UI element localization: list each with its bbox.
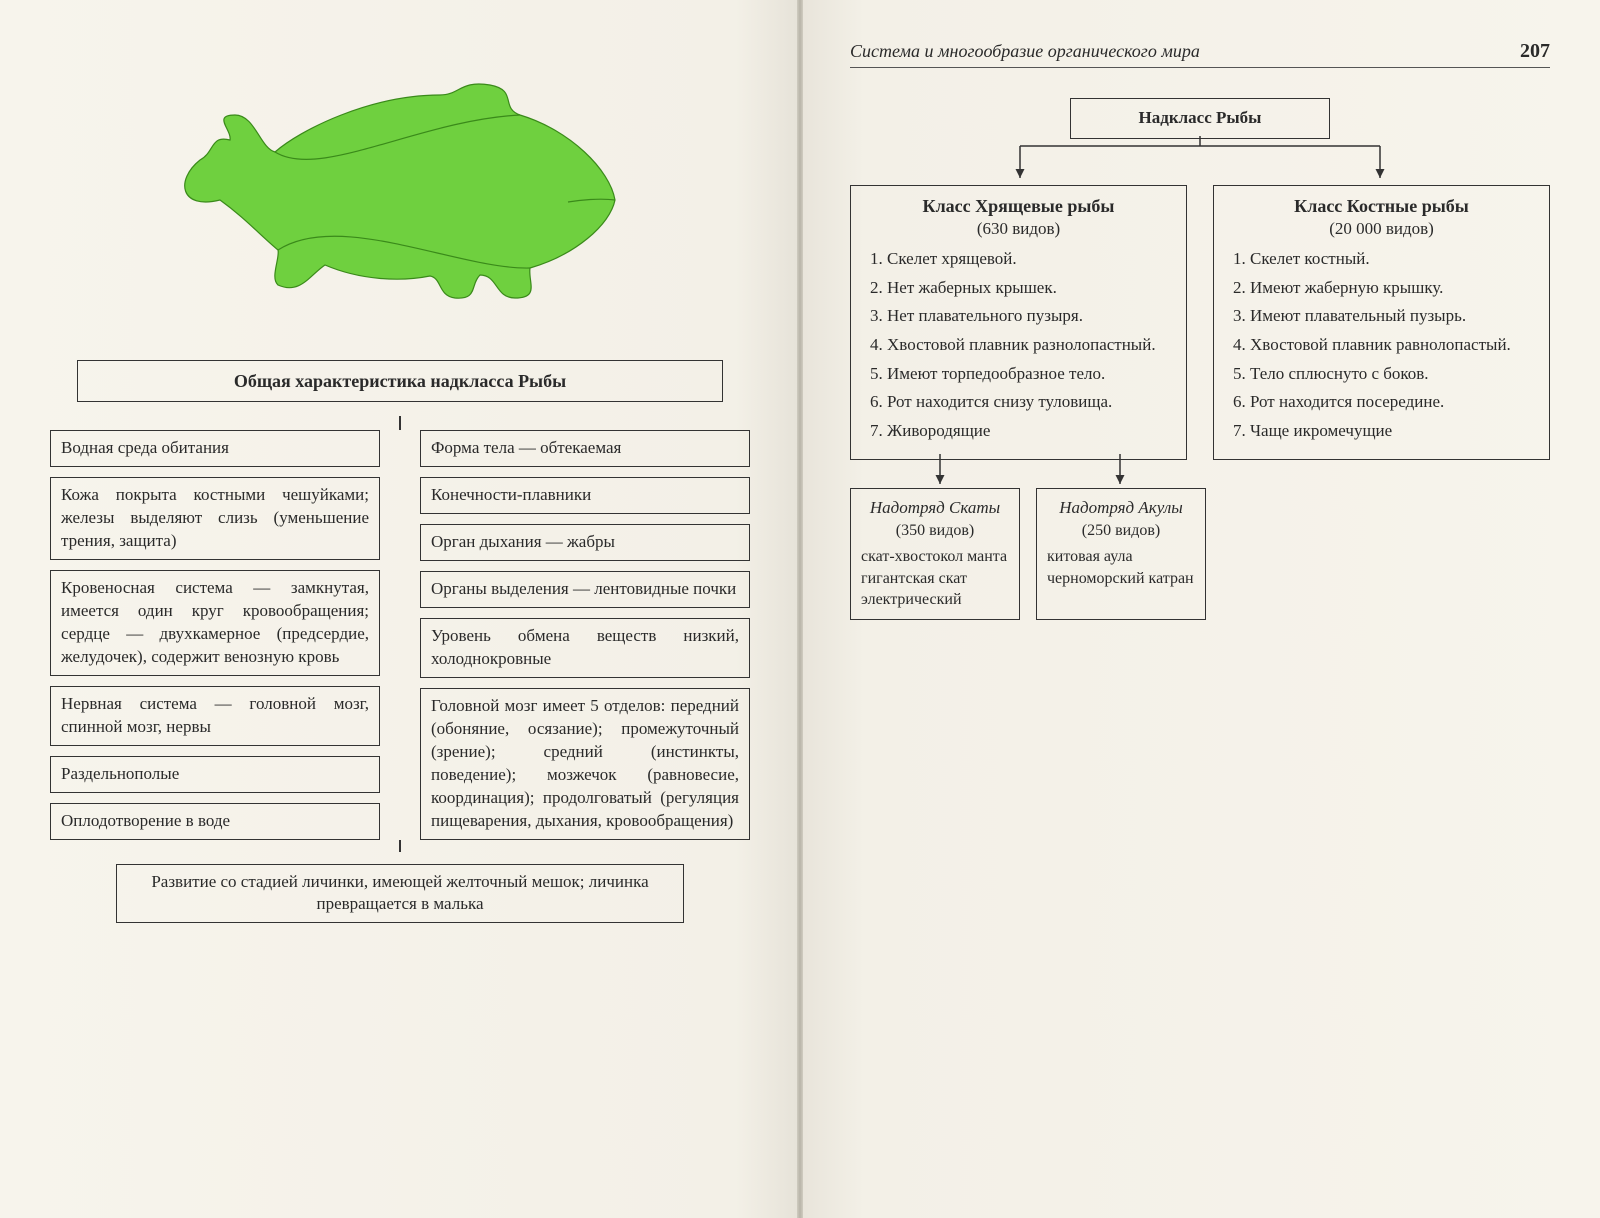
list-item: Нет жаберных крышек. (887, 276, 1172, 301)
char-box: Форма тела — обтекаемая (420, 430, 750, 467)
char-box: Головной мозг имеет 5 отделов: передний … (420, 688, 750, 840)
right-column: Форма тела — обтекаемая Конечности-плавн… (420, 430, 750, 839)
char-box: Орган дыхания — жабры (420, 524, 750, 561)
class-bony: Класс Костные рыбы (20 000 видов) Скелет… (1213, 185, 1550, 460)
class-name: Класс Костные рыбы (1228, 196, 1535, 217)
list-item: Хвостовой плавник равнолопастый. (1250, 333, 1535, 358)
header-title: Система и многообразие органического мир… (850, 41, 1200, 62)
list-item: Скелет хрящевой. (887, 247, 1172, 272)
list-item: Имеют жаберную крышку. (1250, 276, 1535, 301)
class-columns: Класс Хрящевые рыбы (630 видов) Скелет х… (850, 185, 1550, 460)
char-box: Уровень обмена веществ низкий, холоднокр… (420, 618, 750, 678)
suborder-name: Надотряд Акулы (1047, 497, 1195, 520)
list-item: Рот находится снизу туловища. (887, 390, 1172, 415)
right-diagram: Надкласс Рыбы Класс Хрящевые рыбы (630 в… (850, 98, 1550, 620)
list-item: Имеют плавательный пузырь. (1250, 304, 1535, 329)
left-page: Общая характеристика надкласса Рыбы Водн… (0, 0, 800, 1218)
char-box: Конечности-плавники (420, 477, 750, 514)
class-list: Скелет костный. Имеют жаберную крышку. И… (1228, 247, 1535, 443)
superclass-box: Надкласс Рыбы (1070, 98, 1330, 139)
class-cartilaginous: Класс Хрящевые рыбы (630 видов) Скелет х… (850, 185, 1187, 460)
suborder-examples: китовая аула черноморский катран (1047, 546, 1195, 589)
class-name: Класс Хрящевые рыбы (865, 196, 1172, 217)
class-count: (20 000 видов) (1228, 219, 1535, 239)
page-number: 207 (1520, 40, 1550, 63)
char-box: Кровеносная система — замкнутая, имеется… (50, 570, 380, 676)
left-column: Водная среда обитания Кожа покрыта костн… (50, 430, 380, 839)
class-count: (630 видов) (865, 219, 1172, 239)
right-page: Система и многообразие органического мир… (800, 0, 1600, 1218)
char-box: Оплодотворение в воде (50, 803, 380, 840)
list-item: Нет плавательного пузыря. (887, 304, 1172, 329)
page-header: Система и многообразие органического мир… (850, 40, 1550, 68)
list-item: Чаще икромечущие (1250, 419, 1535, 444)
list-item: Тело сплюснуто с боков. (1250, 362, 1535, 387)
book-spine (797, 0, 803, 1218)
left-title-box: Общая характеристика надкласса Рыбы (77, 360, 723, 402)
suborder-row: Надотряд Скаты (350 видов) скат-хвостоко… (850, 488, 1550, 619)
book-spread: Общая характеристика надкласса Рыбы Водн… (0, 0, 1600, 1218)
fish-illustration (160, 60, 640, 320)
list-item: Хвостовой плавник разнолопастный. (887, 333, 1172, 358)
list-item: Живородящие (887, 419, 1172, 444)
left-diagram: Общая характеристика надкласса Рыбы Водн… (50, 360, 750, 923)
connector (399, 416, 401, 430)
char-box: Водная среда обитания (50, 430, 380, 467)
list-item: Имеют торпедообразное тело. (887, 362, 1172, 387)
char-box: Органы выделения — лентовидные почки (420, 571, 750, 608)
suborder-sharks: Надотряд Акулы (250 видов) китовая аула … (1036, 488, 1206, 619)
list-item: Скелет костный. (1250, 247, 1535, 272)
suborder-rays: Надотряд Скаты (350 видов) скат-хвостоко… (850, 488, 1020, 619)
class-list: Скелет хрящевой. Нет жаберных крышек. Не… (865, 247, 1172, 443)
suborder-name: Надотряд Скаты (861, 497, 1009, 520)
connector (399, 840, 401, 852)
char-box: Раздельнополые (50, 756, 380, 793)
suborder-count: (250 видов) (1047, 520, 1195, 542)
char-box: Кожа покрыта костными чешуйками; железы … (50, 477, 380, 560)
suborder-count: (350 видов) (861, 520, 1009, 542)
central-connector (386, 430, 388, 839)
list-item: Рот находится посередине. (1250, 390, 1535, 415)
bottom-box: Развитие со стадией личинки, имеющей жел… (116, 864, 684, 924)
char-box: Нервная система — головной мозг, спинной… (50, 686, 380, 746)
suborder-examples: скат-хвостокол манта гигантская скат эле… (861, 546, 1009, 611)
